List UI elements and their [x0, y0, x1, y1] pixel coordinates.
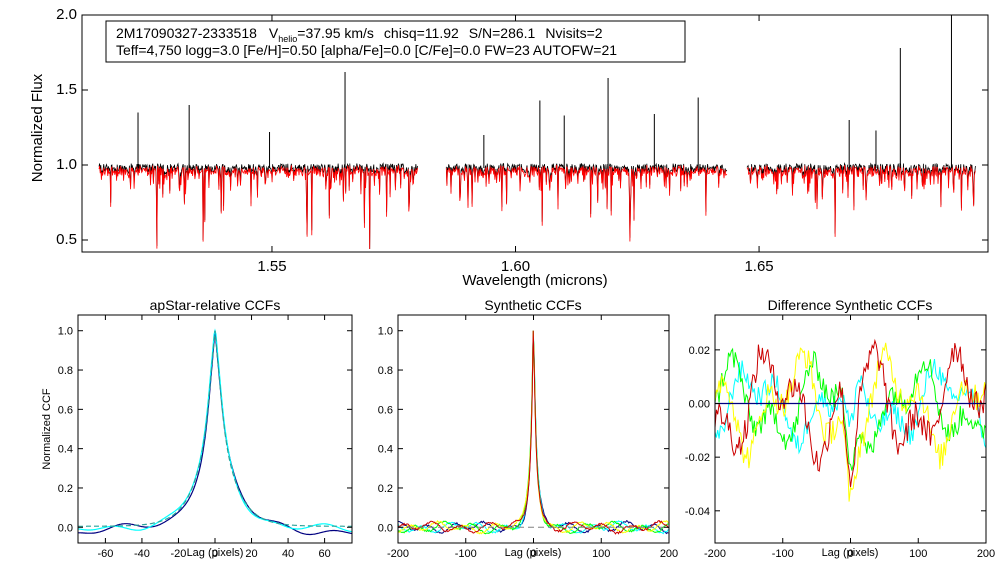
apstar-ccf-y-label: Normalized CCF — [41, 388, 53, 470]
x-tick-label: -20 — [171, 548, 187, 560]
nvisits-value: Nvisits=2 — [545, 25, 602, 41]
y-tick-label: 0.2 — [378, 483, 393, 495]
y-tick-label: 0.4 — [378, 444, 393, 456]
y-tick-label: 0.5 — [56, 231, 77, 248]
x-tick-label: -100 — [455, 548, 477, 560]
y-tick-label: 1.0 — [378, 326, 393, 338]
ccf-series-visit-2 — [77, 328, 353, 533]
x-tick-label: 1.65 — [744, 258, 773, 275]
apstar-ccf-x-label: Lag (pixels) — [187, 547, 244, 559]
v-helio-value: =37.95 km/s — [297, 25, 374, 41]
y-tick-label: 0.8 — [58, 365, 73, 377]
diff-ccf-panel: -200 -100 0 100 200 -0.04 -0.02 0.00 0.02 Differ… — [685, 297, 995, 560]
spectrum-plot-frame — [81, 14, 989, 253]
spectrum-axis-ticks: 1.55 1.60 1.65 0.5 1.0 1.5 2.0 — [56, 6, 988, 275]
info-line-2: Teff=4,750 logg=3.0 [Fe/H]=0.50 [alpha/F… — [116, 42, 617, 58]
x-tick-label: 100 — [592, 548, 610, 560]
y-tick-label: 1.0 — [56, 156, 77, 173]
spectrum-panel: 1.55 1.60 1.65 0.5 1.0 1.5 2.0 Wavelength (mic… — [29, 6, 989, 289]
y-tick-label: 1.5 — [56, 81, 77, 98]
x-tick-label: 0 — [847, 548, 853, 560]
diff-ccf-axis-ticks: -200 -100 0 100 200 -0.04 -0.02 0.00 0.02 — [685, 315, 995, 560]
y-tick-label: 0.0 — [378, 522, 393, 534]
diff-ccf-diff-2 — [714, 359, 987, 455]
y-tick-label: 0.4 — [58, 444, 73, 456]
ccf-series-visit-1 — [78, 330, 353, 536]
x-tick-label: -100 — [772, 548, 794, 560]
x-tick-label: 1.60 — [501, 258, 530, 275]
x-tick-label: 40 — [282, 548, 294, 560]
apstar-ccf-title: apStar-relative CCFs — [150, 297, 281, 313]
v-helio-subscript: helio — [278, 34, 297, 44]
spectrum-series-group — [98, 15, 976, 250]
diff-ccf-series-group — [714, 338, 987, 502]
star-id: 2M17090327-2333518 — [116, 25, 257, 41]
observed-spectrum-chip-3 — [746, 162, 976, 234]
y-tick-label: 0.2 — [58, 483, 73, 495]
y-tick-label: 0.00 — [689, 399, 710, 411]
y-tick-label: 0.8 — [378, 365, 393, 377]
diff-ccf-diff-5 — [714, 338, 987, 487]
info-line-1: 2M17090327-2333518 Vhelio=37.95 km/s chisq… — [116, 25, 603, 44]
synthetic-ccf-template-5 — [397, 330, 669, 535]
diff-ccf-title: Difference Synthetic CCFs — [768, 297, 933, 313]
y-tick-label: 0.6 — [378, 404, 393, 416]
x-tick-label: 100 — [909, 548, 927, 560]
x-tick-label: -200 — [704, 548, 726, 560]
spectrum-y-label: Normalized Flux — [29, 73, 46, 182]
apstar-ccf-panel: -60 -40 -20 0 20 40 60 0.0 0.2 0.4 0.6 0.8 1.0 apSta… — [41, 297, 353, 560]
synthetic-ccf-title: Synthetic CCFs — [484, 297, 581, 313]
v-helio-prefix: V — [269, 25, 279, 41]
model-spectrum-chip-3 — [746, 164, 976, 237]
x-tick-label: 60 — [318, 548, 330, 560]
x-tick-label: 200 — [977, 548, 995, 560]
diff-ccf-diff-3 — [714, 347, 987, 471]
y-tick-label: 0.0 — [58, 522, 73, 534]
apstar-ccf-frame — [77, 314, 353, 544]
diff-ccf-diff-4 — [714, 342, 987, 502]
snr-value: S/N=286.1 — [469, 25, 536, 41]
synthetic-ccf-series-group — [397, 330, 669, 535]
y-tick-label: 0.6 — [58, 404, 73, 416]
x-tick-label: 1.55 — [257, 258, 286, 275]
synthetic-ccf-panel: -200 -100 0 100 200 0.0 0.2 0.4 0.6 0.8 1.0 Synthe… — [378, 297, 678, 560]
x-tick-label: 200 — [660, 548, 678, 560]
x-tick-label: 0 — [530, 548, 536, 560]
x-tick-label: -60 — [97, 548, 113, 560]
model-spectrum-chip-2 — [445, 164, 728, 242]
x-tick-label: -40 — [134, 548, 150, 560]
x-tick-label: 20 — [245, 548, 257, 560]
synthetic-ccf-x-label: Lag (pixels) — [505, 547, 562, 559]
y-tick-label: 0.02 — [689, 345, 710, 357]
x-tick-label: 0 — [212, 548, 218, 560]
apstar-ccf-axis-ticks: -60 -40 -20 0 20 40 60 0.0 0.2 0.4 0.6 0.8 1.0 — [58, 315, 352, 560]
apstar-ccf-series-group — [77, 328, 353, 536]
y-tick-label: -0.04 — [685, 506, 710, 518]
info-box — [105, 20, 686, 63]
chisq-value: chisq=11.92 — [384, 25, 459, 41]
y-tick-label: 1.0 — [58, 326, 73, 338]
spectrum-x-label: Wavelength (microns) — [462, 272, 607, 289]
y-tick-label: 2.0 — [56, 6, 77, 23]
synthetic-ccf-axis-ticks: -200 -100 0 100 200 0.0 0.2 0.4 0.6 0.8 1.0 — [378, 315, 678, 560]
x-tick-label: -200 — [387, 548, 409, 560]
model-spectrum-chip-1 — [98, 164, 418, 250]
y-tick-label: -0.02 — [685, 452, 710, 464]
diff-ccf-x-label: Lag (pixels) — [822, 547, 879, 559]
ccf-series-fit — [78, 330, 352, 527]
